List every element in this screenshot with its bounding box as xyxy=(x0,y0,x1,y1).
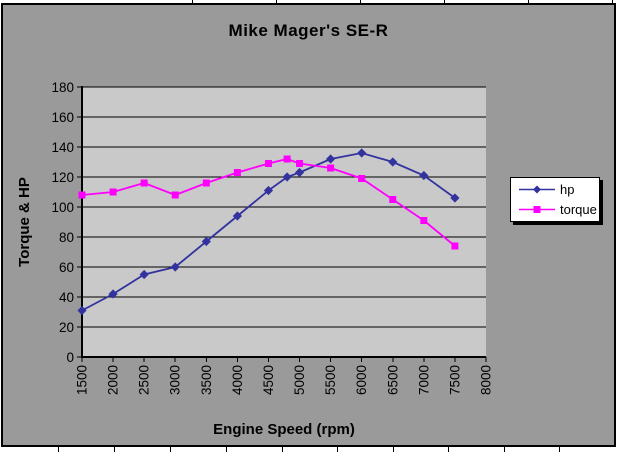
x-axis-tick-label: 4000 xyxy=(230,365,245,395)
x-axis-tick-label: 7000 xyxy=(416,365,431,395)
legend-label: hp xyxy=(560,182,575,198)
x-axis-tick-label: 2000 xyxy=(106,365,121,395)
hp-series-marker[interactable] xyxy=(450,193,460,203)
torque-series-marker[interactable] xyxy=(327,164,335,172)
hp-series-marker[interactable] xyxy=(326,154,336,164)
torque-series-marker[interactable] xyxy=(109,188,117,196)
hp-series-marker[interactable] xyxy=(170,262,180,272)
y-axis-tick-label: 0 xyxy=(66,350,74,365)
legend-label: torque xyxy=(560,201,597,217)
spreadsheet-gridline-strip-top xyxy=(0,0,617,3)
torque-series-marker[interactable] xyxy=(283,155,291,163)
spreadsheet-cell-gridline xyxy=(226,446,227,452)
hp-series-marker[interactable] xyxy=(232,211,242,221)
y-axis-tick-label: 120 xyxy=(51,170,74,185)
spreadsheet-edge-left xyxy=(0,0,1,452)
y-axis-tick-label: 140 xyxy=(51,140,74,155)
torque-series-marker[interactable] xyxy=(358,175,366,182)
y-axis-tick-label: 40 xyxy=(59,290,74,305)
hp-series-marker[interactable] xyxy=(419,170,429,181)
torque-series-marker[interactable] xyxy=(296,160,304,167)
legend-item-torque[interactable]: torque xyxy=(518,201,599,217)
x-axis-tick-label: 1500 xyxy=(75,365,90,395)
x-axis-tick-label: 3500 xyxy=(199,365,214,395)
y-axis-tick-label: 100 xyxy=(51,200,74,215)
spreadsheet-cell-gridline xyxy=(444,0,445,3)
legend-item-hp[interactable]: hp xyxy=(518,182,599,198)
torque-legend-marker xyxy=(533,205,541,213)
hp-legend-swatch xyxy=(519,185,555,194)
x-axis-tick-label: 5000 xyxy=(292,365,307,395)
torque-series-marker[interactable] xyxy=(140,179,148,187)
hp-series-line[interactable] xyxy=(81,152,456,312)
chart-title: Mike Mager's SE-R xyxy=(228,21,389,40)
torque-series-marker[interactable] xyxy=(78,191,86,199)
x-axis-tick-label: 7500 xyxy=(447,365,462,395)
plot-area[interactable] xyxy=(82,87,486,357)
torque-series-marker[interactable] xyxy=(389,196,397,203)
hp-series-marker[interactable] xyxy=(388,157,398,167)
hp-series-marker[interactable] xyxy=(108,289,118,299)
spreadsheet-cell-gridline xyxy=(337,446,338,452)
spreadsheet-cell-gridline xyxy=(282,446,283,452)
spreadsheet-cell-gridline xyxy=(114,446,115,452)
torque-series-marker[interactable] xyxy=(233,169,241,176)
torque-series-marker[interactable] xyxy=(264,160,272,167)
spreadsheet-cell-gridline xyxy=(448,446,449,452)
torque-legend-swatch xyxy=(519,205,555,213)
spreadsheet-cell-gridline xyxy=(276,0,277,3)
torque-series-marker[interactable] xyxy=(202,179,210,187)
spreadsheet-cell-gridline xyxy=(504,446,505,452)
x-axis-tick-label: 6000 xyxy=(354,365,369,395)
x-axis-title: Engine Speed (rpm) xyxy=(213,421,355,438)
spreadsheet-cell-gridline xyxy=(58,446,59,452)
spreadsheet-cell-gridline xyxy=(192,0,193,3)
hp-series-marker[interactable] xyxy=(263,185,274,196)
spreadsheet-cell-gridline xyxy=(170,446,171,452)
hp-series-marker[interactable] xyxy=(282,172,292,182)
spreadsheet-cell-gridline xyxy=(612,0,613,3)
torque-series-marker[interactable] xyxy=(451,242,459,250)
hp-series-marker[interactable] xyxy=(357,148,367,158)
torque-series-line[interactable] xyxy=(81,158,456,247)
spreadsheet-cell-gridline xyxy=(528,0,529,3)
hp-legend-marker xyxy=(533,185,541,194)
hp-series-marker[interactable] xyxy=(77,305,87,316)
spreadsheet-cell-gridline xyxy=(393,446,394,452)
y-axis-tick-label: 80 xyxy=(59,230,74,245)
x-axis-tick-label: 5500 xyxy=(323,365,338,395)
x-axis-tick-label: 2500 xyxy=(137,365,152,395)
y-axis-tick-label: 160 xyxy=(51,110,74,125)
y-axis-tick-label: 180 xyxy=(51,80,74,95)
hp-series-marker[interactable] xyxy=(294,167,305,178)
y-axis-tick-label: 60 xyxy=(59,260,74,275)
spreadsheet-cell-gridline xyxy=(559,446,560,452)
legend[interactable]: hp torque xyxy=(510,177,600,222)
torque-series-marker[interactable] xyxy=(171,191,179,199)
y-axis-title: Torque & HP xyxy=(16,177,33,267)
torque-series-marker[interactable] xyxy=(420,217,428,224)
x-axis-tick-label: 6500 xyxy=(385,365,400,395)
x-axis-tick-label: 3000 xyxy=(168,365,183,395)
x-axis-tick-label: 8000 xyxy=(479,365,494,395)
spreadsheet-cell-gridline xyxy=(360,0,361,3)
hp-series-marker[interactable] xyxy=(139,269,149,280)
x-axis-tick-label: 4500 xyxy=(261,365,276,395)
y-axis-tick-label: 20 xyxy=(59,320,74,335)
hp-series-marker[interactable] xyxy=(201,236,211,247)
